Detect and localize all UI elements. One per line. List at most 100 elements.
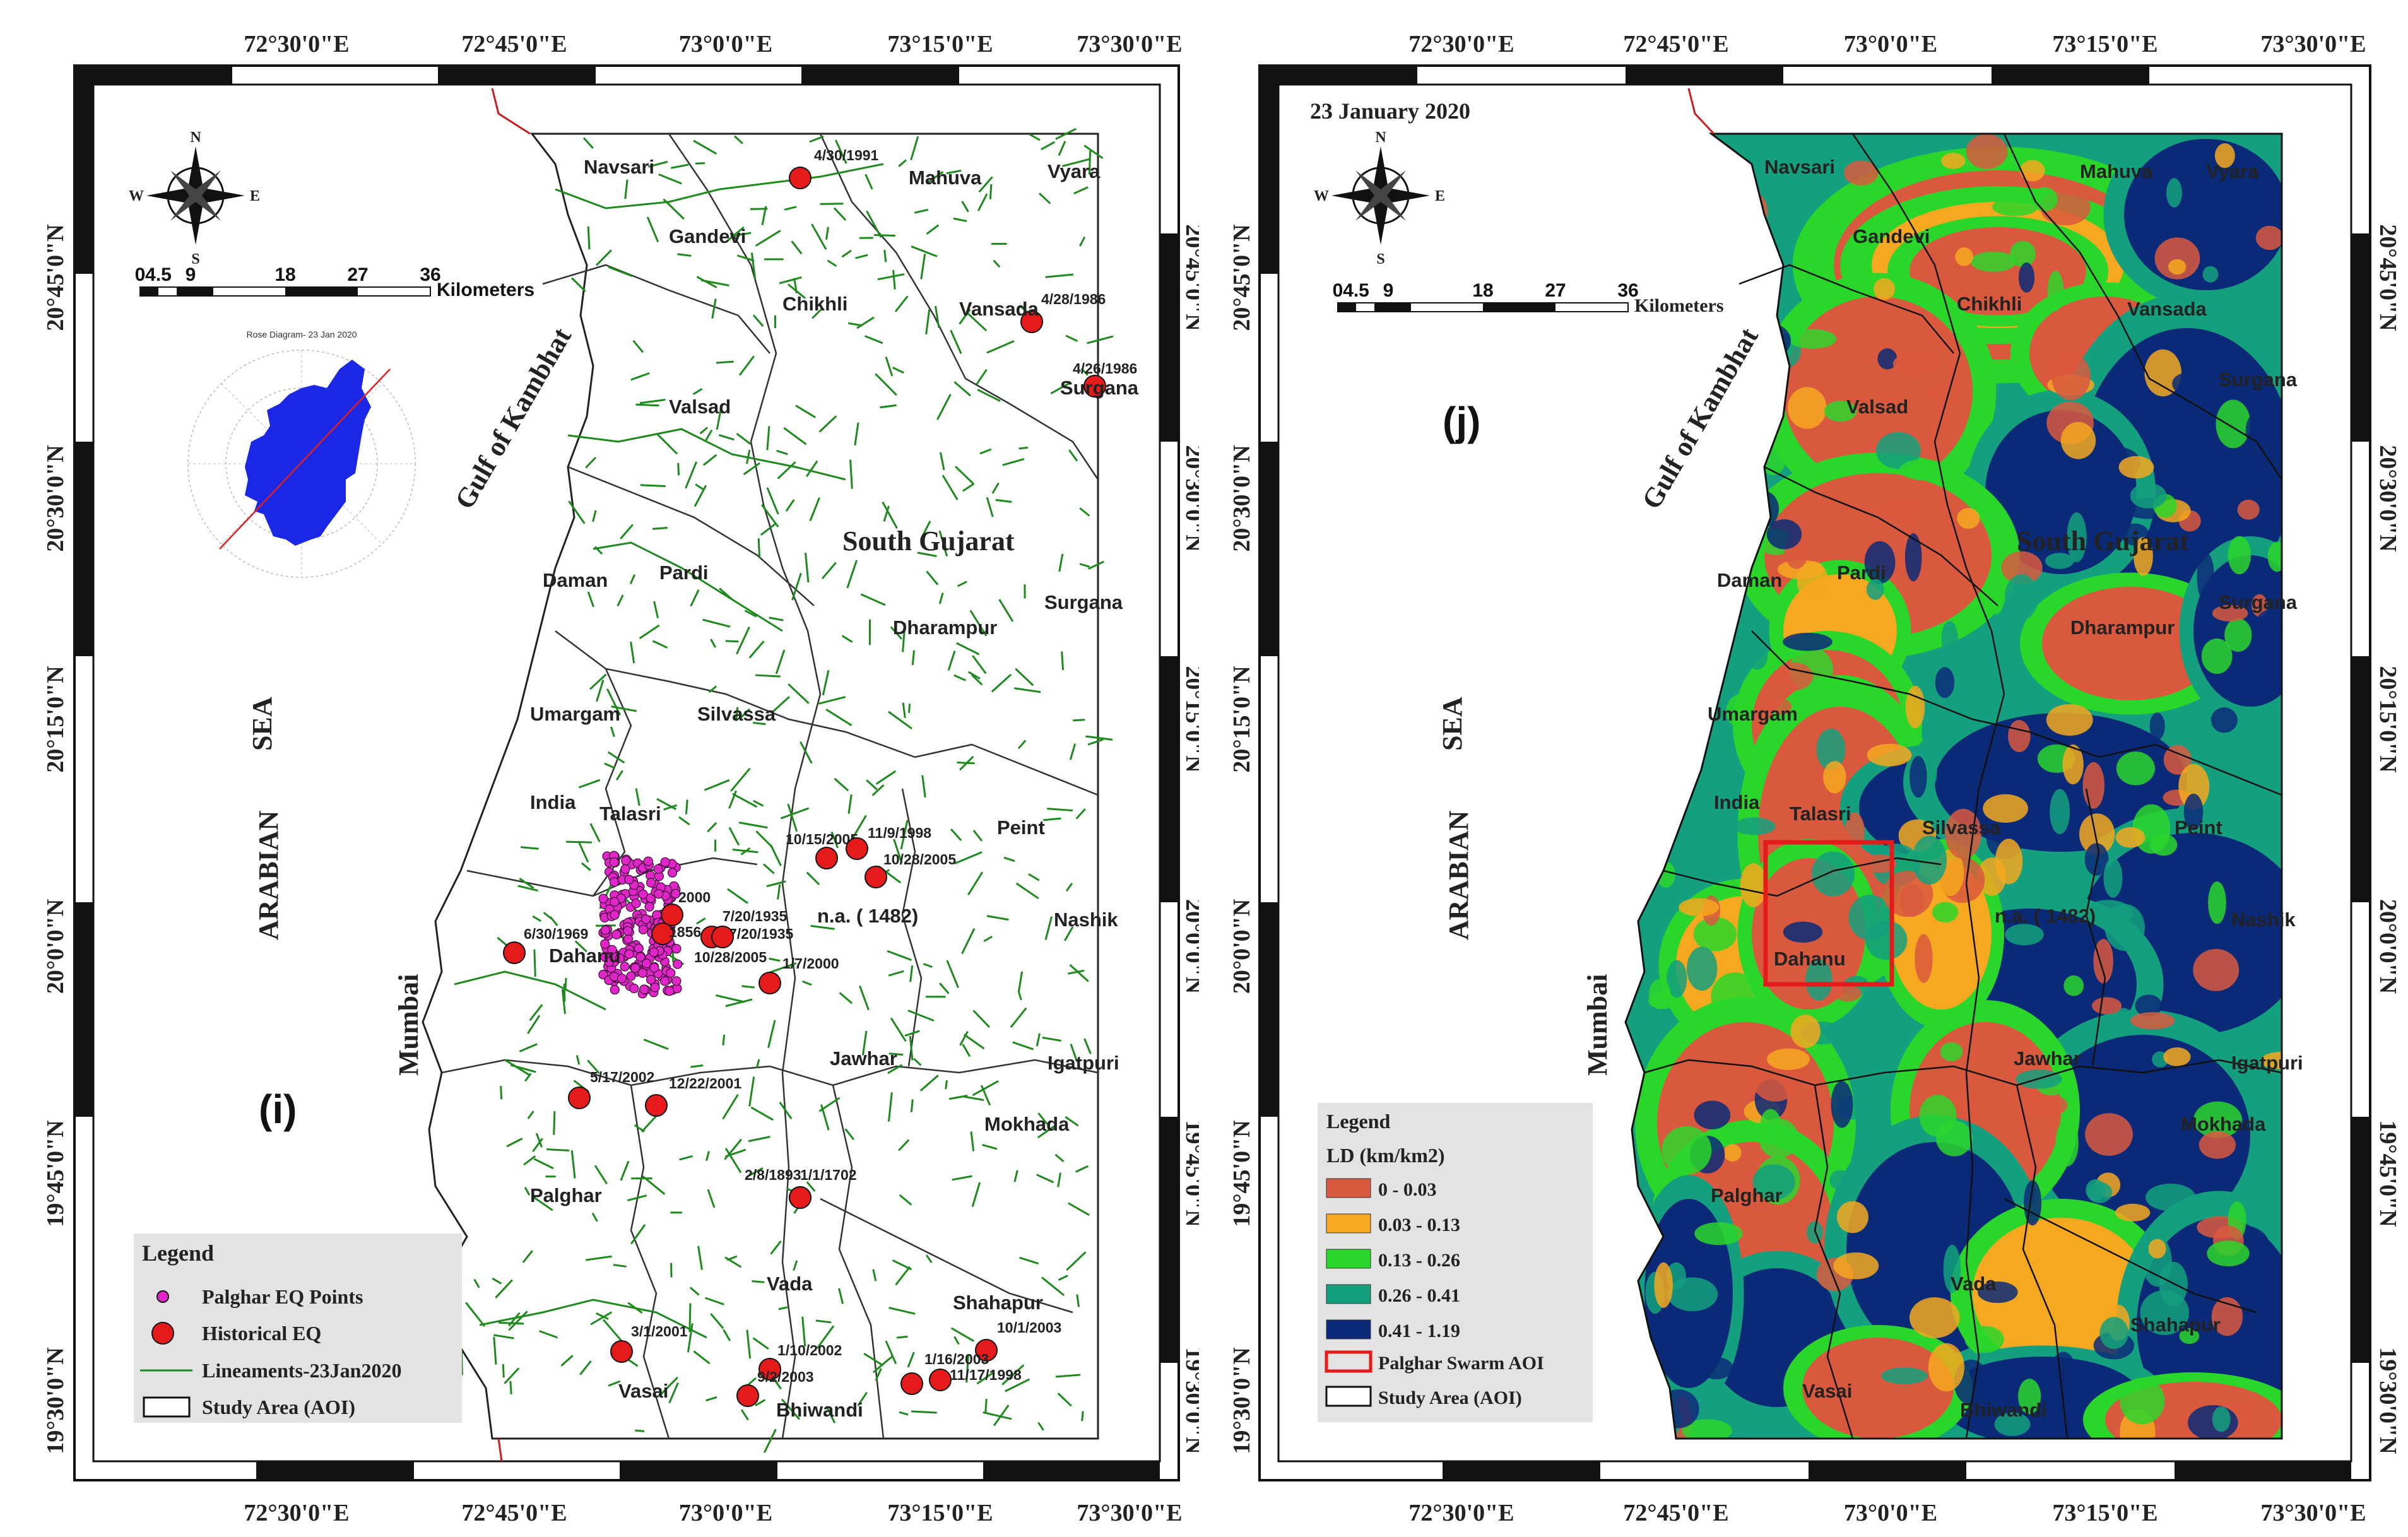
density-patch	[1661, 1126, 1712, 1175]
lineament-segment	[900, 820, 909, 850]
density-patch	[2183, 793, 2204, 830]
historical-eq-label: 10/28/2005	[883, 851, 956, 868]
lineament-segment	[841, 249, 852, 258]
lineament-segment	[1081, 1411, 1084, 1422]
density-patch	[1970, 251, 2017, 272]
lineament-segment	[770, 1240, 782, 1255]
density-patch	[1909, 756, 1927, 798]
lineament-segment	[744, 610, 757, 618]
lon-labels-top: 72°30'0"E 72°45'0"E 73°0'0"E 73°15'0"E 7…	[244, 31, 1182, 57]
lineament-segment	[508, 1312, 521, 1327]
eq-point	[666, 968, 676, 978]
lineament-segment	[899, 1194, 912, 1206]
lineament-segment	[1073, 719, 1085, 722]
lat-labels-left: 20°45'0"N 20°30'0"N 20°15'0"N 20°0'0"N 1…	[1229, 224, 1255, 1454]
lineament-segment	[492, 1277, 502, 1285]
lineament-segment	[533, 1158, 554, 1170]
lineament-segment	[736, 254, 755, 262]
lineament-segment	[519, 878, 534, 889]
eq-point	[646, 975, 656, 985]
svg-text:ARABIAN: ARABIAN	[1443, 810, 1474, 940]
density-patch	[2116, 751, 2155, 786]
eq-point	[639, 984, 649, 994]
lineament-segment	[791, 572, 802, 601]
legend-swatch	[1326, 1178, 1371, 1198]
lineament-segment	[1076, 1294, 1080, 1307]
lineament-segment	[646, 216, 659, 243]
lat-label: 20°45'0"N	[42, 224, 69, 331]
lineament-segment	[1070, 1044, 1078, 1063]
lineament-segment	[716, 360, 734, 364]
lat-label: 20°30'0"N	[1181, 445, 1199, 551]
lineament-segment	[920, 254, 926, 280]
lineament-segment	[571, 277, 586, 293]
density-patch	[2154, 237, 2200, 280]
lineament-segment	[793, 1260, 798, 1271]
district-boundaries	[1644, 133, 2283, 1439]
lineament-segment	[630, 372, 650, 381]
svg-text:Vansada: Vansada	[2127, 298, 2207, 320]
lineament-segment	[1058, 1275, 1068, 1281]
lineament-segment	[1058, 141, 1066, 156]
density-patch	[1790, 1015, 1821, 1049]
density-patch	[2135, 994, 2163, 1017]
lineament-segment	[880, 404, 897, 409]
lineament-segment	[510, 1064, 536, 1073]
svg-text:9: 9	[1383, 280, 1394, 301]
lineament-segment	[861, 1030, 868, 1056]
lineament-segment	[767, 1020, 776, 1049]
legend-swatch	[1326, 1284, 1371, 1304]
lineament-segment	[678, 816, 690, 826]
historical-eq-marker	[645, 1094, 668, 1117]
eq-point	[604, 957, 614, 967]
scale-bar: 0 4.5 9 18 27 36 Kilometers	[1333, 280, 1724, 316]
lineament-segment	[926, 171, 944, 185]
lineament-segment	[866, 779, 878, 791]
lineament-segment	[608, 266, 633, 278]
lineament-segment	[635, 1429, 645, 1432]
svg-text:Vyara: Vyara	[2206, 160, 2259, 182]
density-patch	[2130, 1012, 2175, 1030]
svg-text:Dharampur: Dharampur	[2070, 616, 2175, 639]
lineament-segment	[965, 1355, 969, 1383]
lineament-segment	[521, 846, 539, 850]
eq-point	[634, 943, 644, 953]
density-patch	[2193, 948, 2240, 991]
density-patch	[2214, 143, 2235, 168]
svg-text:36: 36	[420, 264, 440, 285]
lineament-segment	[587, 1059, 600, 1075]
lineament-segment	[979, 448, 992, 455]
density-patch	[1831, 1081, 1853, 1128]
lineament-segment	[953, 851, 983, 865]
lineament-segment	[677, 462, 680, 476]
lineament-segment	[1079, 563, 1090, 568]
eq-point	[623, 934, 634, 944]
legend-class-label: 0.13 - 0.26	[1378, 1250, 1460, 1271]
eq-point	[660, 857, 670, 867]
eq-point	[611, 929, 622, 939]
density-patch	[2050, 789, 2070, 835]
place-mahuva: Mahuva	[909, 167, 982, 189]
lineament-segment	[707, 1189, 716, 1208]
lineament-segment	[777, 884, 781, 900]
lineament-segment	[522, 1250, 533, 1263]
lineament-segment	[948, 1094, 968, 1100]
lineament-segment	[839, 992, 853, 1004]
density-patch	[2001, 551, 2043, 585]
study-area-outline	[1624, 132, 2283, 1440]
lineament-segment	[722, 1034, 726, 1045]
lineament-segment	[1058, 553, 1064, 572]
lineament-segment	[532, 1196, 553, 1211]
lat-labels-right: 20°45'0"N 20°30'0"N 20°15'0"N 20°0'0"N 1…	[2375, 224, 2401, 1454]
density-patch	[1694, 1222, 1743, 1246]
lineament-segment	[998, 599, 1014, 622]
district-boundaries	[441, 133, 1099, 1439]
density-patch	[2092, 997, 2122, 1015]
lineament-segment	[643, 1039, 669, 1051]
density-patch	[2193, 712, 2212, 745]
compass-e: E	[250, 188, 260, 204]
density-patch	[2093, 939, 2113, 984]
lineament-segment	[611, 705, 637, 712]
lineament-segment	[760, 522, 777, 536]
svg-text:0: 0	[1333, 280, 1343, 301]
